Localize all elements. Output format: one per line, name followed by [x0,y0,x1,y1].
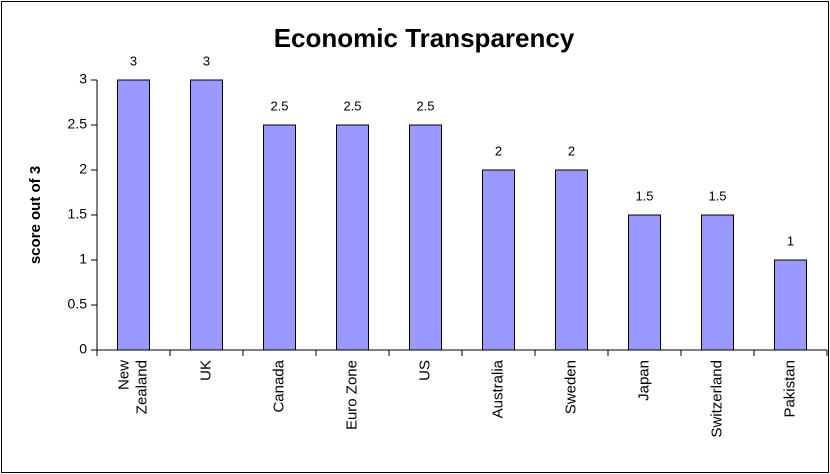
data-label: 2.5 [416,98,434,113]
y-tick-label: 3 [79,71,87,87]
y-tick-label: 1 [79,251,87,267]
bar [263,124,296,351]
data-label: 2.5 [343,98,361,113]
y-tick-label: 2.5 [68,116,88,132]
x-tick-label: Pakistan [781,360,798,418]
y-tick-label: 0.5 [68,296,88,312]
y-axis-label: score out of 3 [27,166,44,264]
x-tick-label: UK [197,360,214,381]
bar [190,79,223,351]
y-tick-label: 1.5 [68,206,88,222]
x-tick-label: Canada [270,359,287,412]
bar [409,124,442,351]
bar [774,259,807,351]
x-tick-label: Australia [489,359,506,418]
bar [117,79,150,351]
x-tick-label: Euro Zone [343,360,360,430]
data-label: 3 [203,53,210,68]
data-label: 2 [495,143,502,158]
bar [628,214,661,351]
data-label: 2 [568,143,575,158]
data-label: 3 [130,53,137,68]
data-label: 1 [787,233,794,248]
x-tick-label: Switzerland [708,360,725,438]
y-tick-label: 0 [79,341,87,357]
x-tick-label: Japan [635,360,652,401]
bar [555,169,588,351]
y-tick-label: 2 [79,161,87,177]
x-tick-label: Sweden [562,360,579,414]
data-label: 2.5 [270,98,288,113]
data-label: 1.5 [708,188,726,203]
bar [701,214,734,351]
bar [482,169,515,351]
x-tick-label: NewZealand [115,360,150,414]
x-tick-label: US [416,360,433,381]
bar [336,124,369,351]
chart-title: Economic Transparency [274,23,575,53]
data-label: 1.5 [635,188,653,203]
